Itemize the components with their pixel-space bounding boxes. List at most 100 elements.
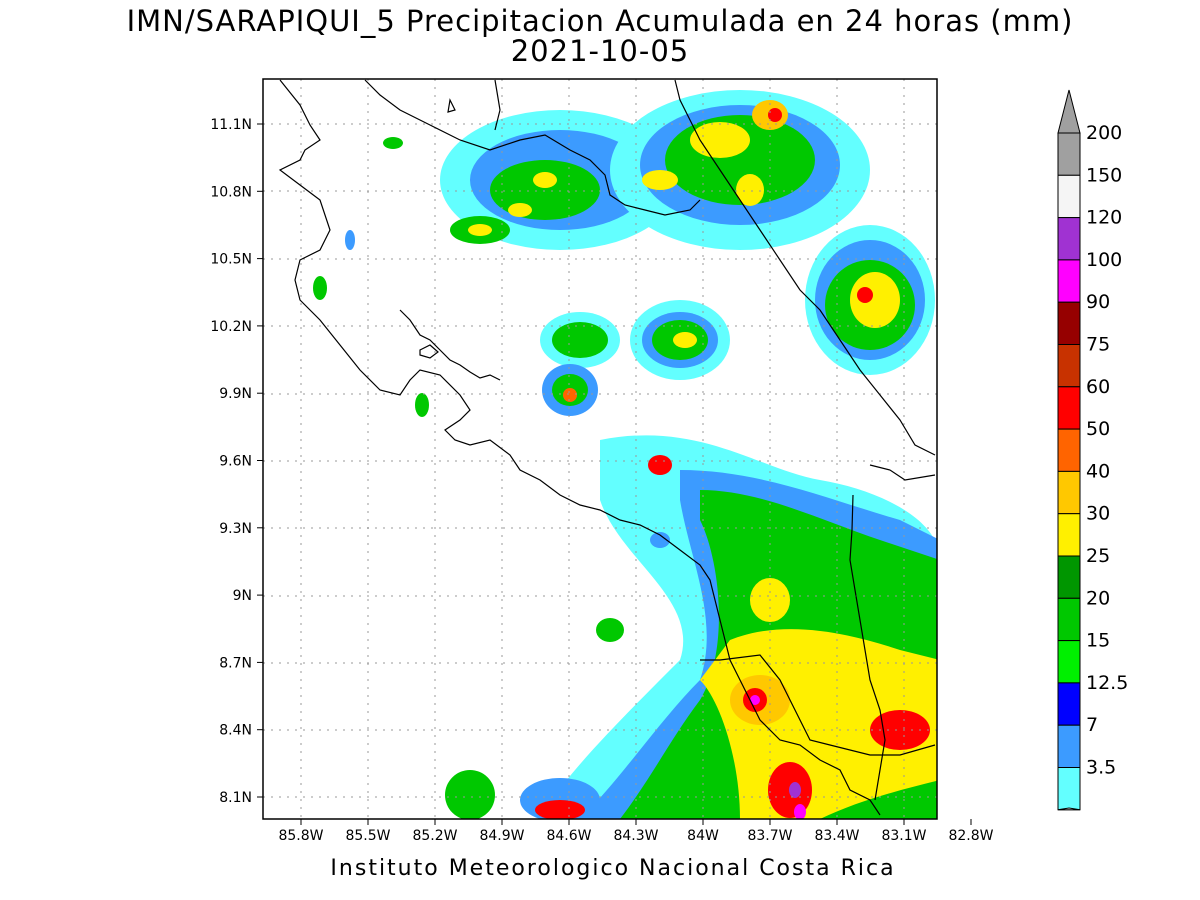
colorbar-label: 40 [1086, 460, 1110, 482]
rain-area [690, 122, 750, 158]
colorbar-label: 12.5 [1086, 672, 1128, 694]
colorbar-swatch [1057, 724, 1081, 769]
x-tick-label: 85.2W [412, 828, 457, 844]
colorbar-swatch [1057, 301, 1081, 346]
x-tick-label: 85.8W [278, 828, 323, 844]
rain-area [789, 782, 801, 798]
y-tick-label: 11.1N [210, 117, 252, 133]
rain-area [345, 230, 355, 250]
colorbar-label: 150 [1086, 164, 1122, 186]
x-tick-label: 83.4W [814, 828, 859, 844]
colorbar-arrow-top [1057, 89, 1081, 134]
colorbar-label: 100 [1086, 249, 1122, 271]
colorbar-swatch [1057, 217, 1081, 261]
colorbar-label: 120 [1086, 207, 1122, 229]
colorbar-swatch [1057, 640, 1081, 684]
rain-area [563, 388, 577, 402]
border-line [849, 494, 886, 801]
colorbar-label: 15 [1086, 630, 1110, 652]
colorbar-swatch [1057, 174, 1081, 219]
footer-credit: Instituto Meteorologico Nacional Costa R… [330, 856, 896, 881]
rain-area [383, 137, 403, 149]
border-line [674, 79, 936, 456]
colorbar-swatch [1057, 555, 1081, 599]
rain-area [313, 276, 327, 300]
rain-area [736, 174, 764, 206]
rain-area [642, 170, 678, 190]
coastlines [278, 79, 936, 816]
y-tick-label: 9.3N [219, 521, 252, 537]
colorbar-label: 7 [1086, 714, 1098, 736]
colorbar-label: 75 [1086, 334, 1110, 356]
border-line [700, 654, 936, 756]
x-tick-label: 82.8W [948, 828, 993, 844]
border-line [494, 79, 501, 131]
colorbar-swatch [1057, 386, 1081, 430]
rain-area [468, 224, 492, 236]
map-date: 2021-10-05 [510, 34, 690, 68]
colorbar-swatch [1057, 259, 1081, 303]
colorbar-swatch [1057, 682, 1081, 726]
border-line [278, 79, 881, 816]
rain-area [552, 322, 608, 358]
y-tick-label: 9N [233, 588, 252, 604]
colorbar-label: 60 [1086, 376, 1110, 398]
colorbar-swatch [1057, 597, 1081, 642]
x-axis: 85.8W 85.5W 85.2W 84.9W 84.6W 84.3W 84W 83.7W 83… [278, 819, 994, 844]
colorbar-label: 25 [1086, 545, 1110, 567]
colorbar-label: 20 [1086, 587, 1110, 609]
border-line [419, 344, 439, 359]
colorbar-swatch [1057, 344, 1081, 388]
colorbar: 200 150 120 100 90 75 60 50 40 30 25 20 15 12.5 7 3.5 [1057, 89, 1128, 811]
y-tick-label: 9.9N [219, 386, 252, 402]
border-line [869, 464, 936, 481]
colorbar-label: 3.5 [1086, 757, 1116, 779]
rain-area [490, 160, 600, 220]
x-tick-label: 83.1W [881, 828, 926, 844]
colorbar-label: 90 [1086, 291, 1110, 313]
y-tick-label: 9.6N [219, 454, 252, 470]
colorbar-swatch [1057, 513, 1081, 557]
rain-area [794, 804, 806, 819]
rain-area [508, 203, 532, 217]
rain-area [648, 455, 672, 475]
rain-area [535, 800, 585, 819]
precipitation-field [313, 90, 937, 819]
colorbar-label: 200 [1086, 122, 1122, 144]
colorbar-label: 30 [1086, 503, 1110, 525]
x-tick-label: 84W [687, 828, 719, 844]
border-line [399, 309, 501, 381]
y-tick-label: 8.4N [219, 723, 252, 739]
x-tick-label: 83.7W [747, 828, 792, 844]
rain-area [650, 532, 670, 548]
x-tick-label: 84.6W [546, 828, 591, 844]
y-tick-label: 10.5N [210, 252, 252, 268]
x-tick-label: 85.5W [345, 828, 390, 844]
colorbar-label: 50 [1086, 418, 1110, 440]
y-tick-label: 10.8N [210, 184, 252, 200]
map-grid [263, 79, 937, 819]
colorbar-swatch [1057, 132, 1081, 176]
rain-area [415, 393, 429, 417]
map-title: IMN/SARAPIQUI_5 Precipitacion Acumulada … [126, 4, 1074, 38]
colorbar-swatch [1057, 470, 1081, 515]
y-tick-label: 8.1N [219, 790, 252, 806]
x-tick-label: 84.9W [479, 828, 524, 844]
rain-area [750, 695, 760, 705]
rain-area [445, 770, 495, 819]
rain-area [673, 332, 697, 348]
rain-area [857, 287, 873, 303]
y-tick-label: 8.7N [219, 655, 252, 671]
y-axis: 11.1N 10.8N 10.5N 10.2N 9.9N 9.6N 9.3N 9N 8.7N 8.… [210, 117, 263, 806]
y-tick-label: 10.2N [210, 319, 252, 335]
plot-frame [262, 78, 938, 820]
x-tick-label: 84.3W [613, 828, 658, 844]
rain-area [596, 618, 624, 642]
colorbar-swatch [1057, 767, 1081, 811]
rain-area [768, 108, 782, 122]
border-line [364, 79, 701, 216]
colorbar-swatch [1057, 428, 1081, 472]
border-line [447, 98, 456, 113]
rain-area [850, 272, 900, 328]
rain-area [533, 172, 557, 188]
